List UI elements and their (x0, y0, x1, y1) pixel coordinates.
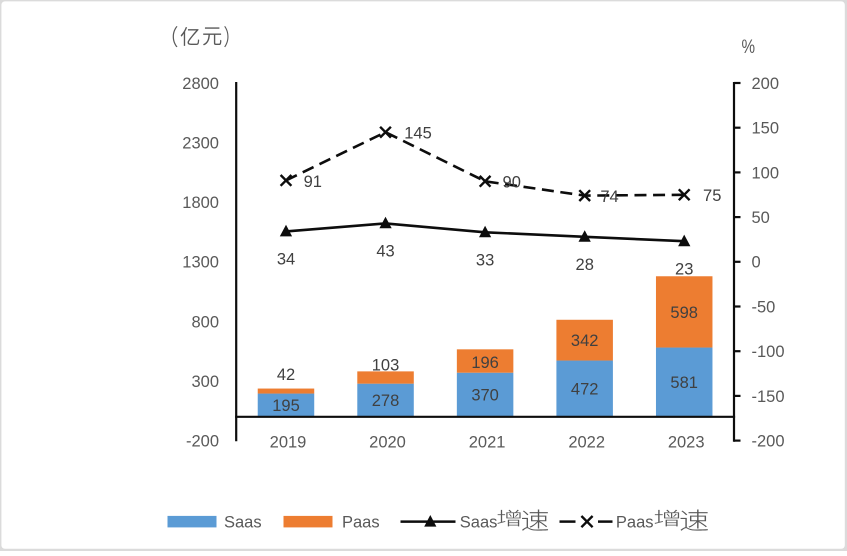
svg-text:2023: 2023 (668, 434, 705, 452)
svg-text:43: 43 (376, 243, 394, 261)
svg-text:2021: 2021 (469, 434, 506, 452)
svg-text:2019: 2019 (270, 434, 307, 452)
svg-text:103: 103 (372, 357, 400, 375)
svg-text:Paas: Paas (616, 513, 654, 531)
svg-text:%: % (742, 35, 756, 57)
svg-text:33: 33 (476, 252, 494, 270)
svg-text:342: 342 (571, 332, 599, 350)
svg-text:-200: -200 (752, 433, 785, 451)
svg-text:-200: -200 (186, 433, 219, 451)
svg-text:91: 91 (304, 173, 322, 191)
svg-text:2800: 2800 (182, 75, 219, 93)
svg-text:1300: 1300 (182, 254, 219, 272)
svg-text:1800: 1800 (182, 194, 219, 212)
svg-text:200: 200 (752, 75, 780, 93)
svg-text:75: 75 (703, 187, 721, 205)
svg-text:50: 50 (752, 209, 770, 227)
svg-text:472: 472 (571, 381, 599, 399)
svg-text:74: 74 (600, 188, 618, 206)
svg-text:598: 598 (670, 304, 698, 322)
svg-text:2022: 2022 (568, 434, 605, 452)
svg-text:0: 0 (752, 254, 761, 272)
svg-text:196: 196 (471, 354, 499, 372)
svg-text:28: 28 (576, 256, 594, 274)
svg-text:195: 195 (272, 397, 300, 415)
svg-text:90: 90 (503, 174, 521, 192)
svg-text:100: 100 (752, 164, 780, 182)
svg-text:581: 581 (670, 374, 698, 392)
svg-text:-150: -150 (752, 388, 785, 406)
svg-text:42: 42 (277, 366, 295, 384)
svg-text:23: 23 (675, 260, 693, 278)
svg-text:278: 278 (372, 392, 400, 410)
svg-text:Paas: Paas (342, 513, 380, 531)
svg-text:370: 370 (471, 387, 499, 405)
svg-text:-100: -100 (752, 343, 785, 361)
svg-text:Saas: Saas (460, 513, 498, 531)
svg-text:34: 34 (277, 251, 295, 269)
svg-text:145: 145 (404, 125, 432, 143)
svg-text:150: 150 (752, 120, 780, 138)
svg-text:300: 300 (191, 373, 219, 391)
svg-text:-50: -50 (752, 298, 776, 316)
svg-text:Saas: Saas (224, 513, 262, 531)
svg-text:2300: 2300 (182, 135, 219, 153)
svg-text:2020: 2020 (369, 434, 406, 452)
svg-text:800: 800 (191, 313, 219, 331)
